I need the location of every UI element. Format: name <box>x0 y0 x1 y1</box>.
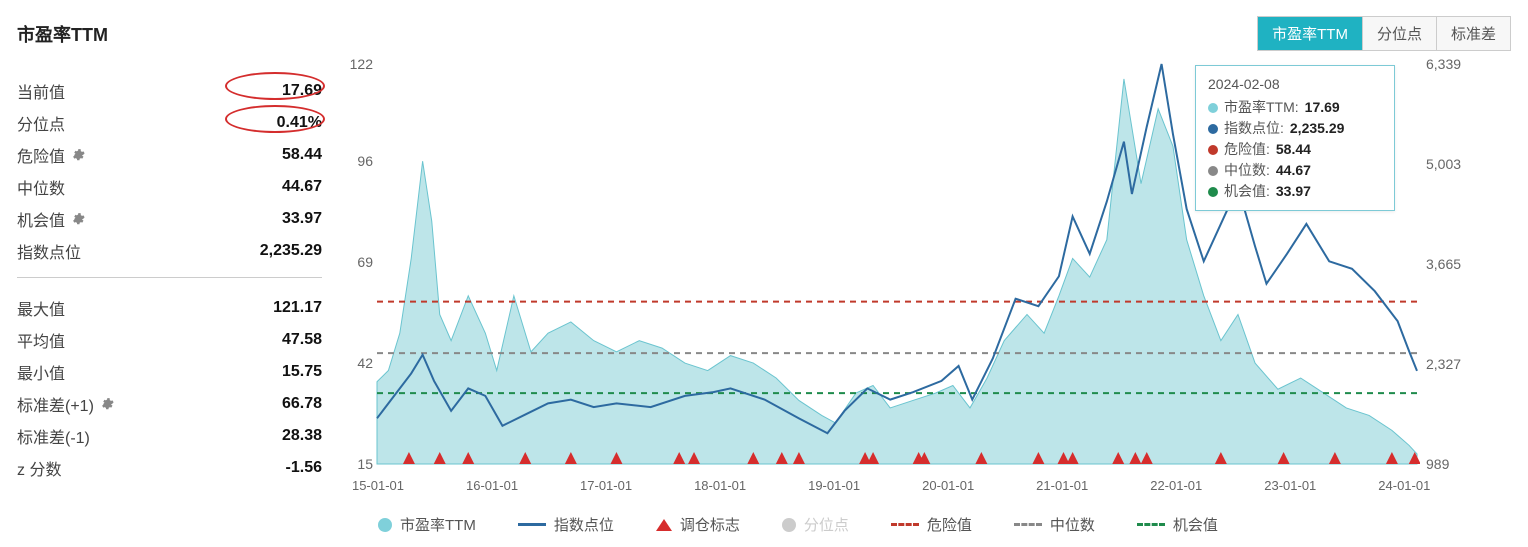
tooltip-row: 市盈率TTM: 17.69 <box>1208 97 1382 118</box>
x-axis: 15-01-0116-01-0117-01-0118-01-0119-01-01… <box>378 478 1418 496</box>
tab-市盈率TTM[interactable]: 市盈率TTM <box>1258 17 1362 50</box>
stat-label: 中位数 <box>17 175 65 199</box>
page-title: 市盈率TTM <box>17 21 108 47</box>
stat-value: 2,235.29 <box>260 242 322 260</box>
y-right-tick: 989 <box>1426 456 1449 472</box>
stat-label: 标准差(-1) <box>17 424 90 448</box>
gear-icon <box>100 397 114 411</box>
stats-divider <box>17 277 322 278</box>
tab-分位点[interactable]: 分位点 <box>1362 17 1436 50</box>
tab-标准差[interactable]: 标准差 <box>1436 17 1510 50</box>
tooltip-date: 2024-02-08 <box>1208 74 1382 95</box>
stat-row-最小值: 最小值 15.75 <box>17 356 322 388</box>
x-tick: 21-01-01 <box>1036 478 1088 493</box>
tooltip-row: 指数点位: 2,235.29 <box>1208 118 1382 139</box>
stat-row-分位点: 分位点 0.41% <box>17 107 322 139</box>
stat-label: 分位点 <box>17 111 65 135</box>
x-tick: 23-01-01 <box>1264 478 1316 493</box>
stat-row-z 分数: z 分数 -1.56 <box>17 452 322 484</box>
stat-label: 指数点位 <box>17 239 81 263</box>
stat-value: 121.17 <box>273 299 322 317</box>
x-tick: 24-01-01 <box>1378 478 1430 493</box>
legend-item-中位数[interactable]: 中位数 <box>1014 514 1095 535</box>
stat-row-标准差(+1): 标准差(+1) 66.78 <box>17 388 322 420</box>
gear-icon <box>71 148 85 162</box>
legend-item-危险值[interactable]: 危险值 <box>891 514 972 535</box>
tooltip-row: 中位数: 44.67 <box>1208 160 1382 181</box>
stat-value: 15.75 <box>282 363 322 381</box>
stat-value: -1.56 <box>286 459 322 477</box>
gear-icon <box>71 212 85 226</box>
x-tick: 17-01-01 <box>580 478 632 493</box>
stats-bottom: 最大值121.17平均值47.58最小值15.75标准差(+1)66.78标准差… <box>17 292 322 484</box>
stat-label: 当前值 <box>17 79 65 103</box>
stat-row-当前值: 当前值 17.69 <box>17 75 322 107</box>
y-right-tick: 6,339 <box>1426 56 1461 72</box>
stat-row-中位数: 中位数 44.67 <box>17 171 322 203</box>
stat-value: 17.69 <box>282 82 322 100</box>
x-tick: 15-01-01 <box>352 478 404 493</box>
x-tick: 20-01-01 <box>922 478 974 493</box>
x-tick: 22-01-01 <box>1150 478 1202 493</box>
legend: 市盈率TTM 指数点位 调仓标志 分位点 危险值 中位数 机会值 <box>378 514 1508 535</box>
stat-value: 0.41% <box>277 114 322 132</box>
stat-label: 最小值 <box>17 360 65 384</box>
tooltip-row: 机会值: 33.97 <box>1208 181 1382 202</box>
tooltip: 2024-02-08 市盈率TTM: 17.69指数点位: 2,235.29危险… <box>1195 65 1395 211</box>
stat-label: 平均值 <box>17 328 65 352</box>
stats-panel: 当前值 17.69 分位点 0.41% 危险值 58.44 中位数 44.67 机会值 33.97… <box>17 75 322 484</box>
stat-label: 最大值 <box>17 296 65 320</box>
stat-value: 33.97 <box>282 210 322 228</box>
stat-value: 44.67 <box>282 178 322 196</box>
legend-item-调仓标志[interactable]: 调仓标志 <box>656 514 740 535</box>
x-tick: 18-01-01 <box>694 478 746 493</box>
stat-label: 危险值 <box>17 143 85 167</box>
stat-row-危险值: 危险值 58.44 <box>17 139 322 171</box>
stat-row-平均值: 平均值 47.58 <box>17 324 322 356</box>
header: 市盈率TTM 市盈率TTM分位点标准差 <box>17 16 1511 51</box>
legend-item-机会值[interactable]: 机会值 <box>1137 514 1218 535</box>
stat-row-标准差(-1): 标准差(-1) 28.38 <box>17 420 322 452</box>
stat-value: 66.78 <box>282 395 322 413</box>
y-right-tick: 2,327 <box>1426 356 1461 372</box>
stat-label: 标准差(+1) <box>17 392 114 416</box>
x-tick: 19-01-01 <box>808 478 860 493</box>
stat-label: 机会值 <box>17 207 85 231</box>
x-tick: 16-01-01 <box>466 478 518 493</box>
y-right-tick: 5,003 <box>1426 156 1461 172</box>
stat-row-指数点位: 指数点位 2,235.29 <box>17 235 322 267</box>
legend-item-指数点位[interactable]: 指数点位 <box>518 514 614 535</box>
y-right-tick: 3,665 <box>1426 256 1461 272</box>
stat-row-最大值: 最大值 121.17 <box>17 292 322 324</box>
stat-row-机会值: 机会值 33.97 <box>17 203 322 235</box>
legend-item-市盈率TTM[interactable]: 市盈率TTM <box>378 514 476 535</box>
tooltip-row: 危险值: 58.44 <box>1208 139 1382 160</box>
stat-value: 28.38 <box>282 427 322 445</box>
stats-top: 当前值 17.69 分位点 0.41% 危险值 58.44 中位数 44.67 机会值 33.97… <box>17 75 322 267</box>
legend-item-分位点[interactable]: 分位点 <box>782 514 849 535</box>
tab-group: 市盈率TTM分位点标准差 <box>1257 16 1511 51</box>
stat-label: z 分数 <box>17 456 61 480</box>
y-axis-right: 9892,3273,6655,0036,339 <box>1426 58 1486 458</box>
stat-value: 47.58 <box>282 331 322 349</box>
tooltip-rows: 市盈率TTM: 17.69指数点位: 2,235.29危险值: 58.44中位数… <box>1208 97 1382 202</box>
stat-value: 58.44 <box>282 146 322 164</box>
